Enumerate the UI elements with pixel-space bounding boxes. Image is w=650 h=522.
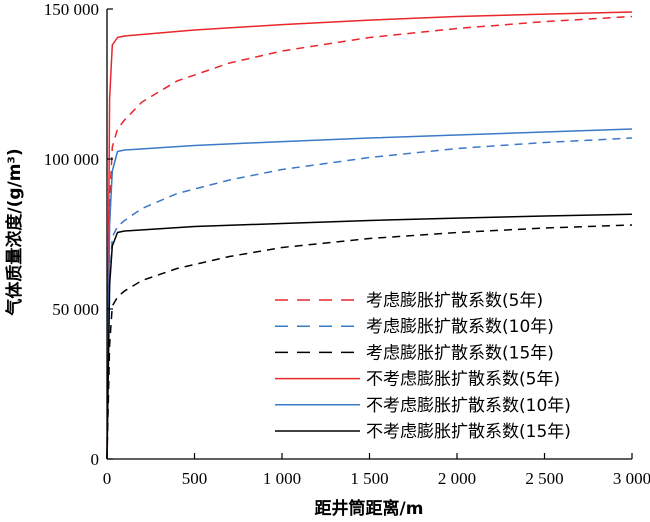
series-line-4 xyxy=(106,11,633,460)
legend: 考虑膨胀扩散系数(5年) 考虑膨胀扩散系数(10年) 考虑膨胀扩散系数(15年) 不考… xyxy=(275,291,571,442)
series-line-6 xyxy=(106,213,633,460)
legend-label-2: 考虑膨胀扩散系数(10年) xyxy=(366,317,554,337)
series-line-1 xyxy=(106,15,633,460)
series-line-5 xyxy=(106,128,633,460)
axes xyxy=(106,9,632,460)
y-tick-label: 50 000 xyxy=(52,300,99,319)
ticks: 0 500 1 000 1 500 2 000 2 500 3 000 0 50 000 100 … xyxy=(44,0,650,488)
y-axis-title: 气体质量浓度/(g/m³) xyxy=(4,148,25,316)
x-tick-label: 2 000 xyxy=(438,469,476,488)
x-tick-label: 2 500 xyxy=(525,469,563,488)
legend-label-3: 考虑膨胀扩散系数(15年) xyxy=(366,343,554,363)
y-tick-label: 100 000 xyxy=(44,150,99,169)
legend-label-5: 不考虑膨胀扩散系数(10年) xyxy=(366,396,571,416)
x-tick-label: 1 500 xyxy=(350,469,388,488)
x-tick-label: 0 xyxy=(103,469,112,488)
x-tick-label: 1 000 xyxy=(263,469,301,488)
legend-label-1: 考虑膨胀扩散系数(5年) xyxy=(366,291,543,311)
x-tick-label: 3 000 xyxy=(613,469,650,488)
y-tick-label: 150 000 xyxy=(44,0,99,19)
x-axis-title: 距井筒距离/m xyxy=(315,498,424,519)
legend-label-6: 不考虑膨胀扩散系数(15年) xyxy=(366,422,571,442)
x-tick-label: 500 xyxy=(182,469,208,488)
plot-lines xyxy=(106,11,633,460)
legend-label-4: 不考虑膨胀扩散系数(5年) xyxy=(366,370,560,390)
series-line-3 xyxy=(106,224,633,460)
y-tick-label: 0 xyxy=(91,450,100,469)
